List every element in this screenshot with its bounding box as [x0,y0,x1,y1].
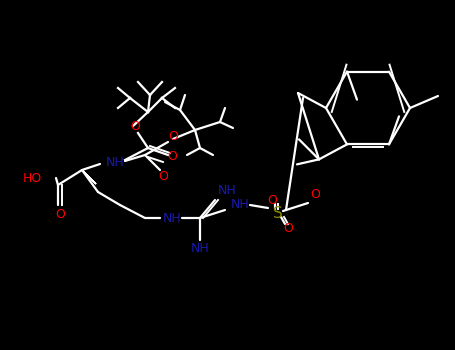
Text: O: O [55,208,65,220]
Text: O: O [267,194,277,206]
Text: O: O [167,150,177,163]
Text: O: O [168,131,178,144]
Text: NH: NH [191,243,209,256]
Text: O: O [283,222,293,235]
Text: O: O [310,189,320,202]
Text: S: S [273,205,283,220]
Text: HO: HO [23,172,42,184]
Text: O: O [130,119,140,133]
Text: O: O [158,170,168,183]
Text: NH: NH [231,198,249,211]
Polygon shape [82,170,96,184]
Text: NH: NH [162,211,182,224]
Text: NH: NH [106,155,124,168]
Text: NH: NH [218,183,237,196]
